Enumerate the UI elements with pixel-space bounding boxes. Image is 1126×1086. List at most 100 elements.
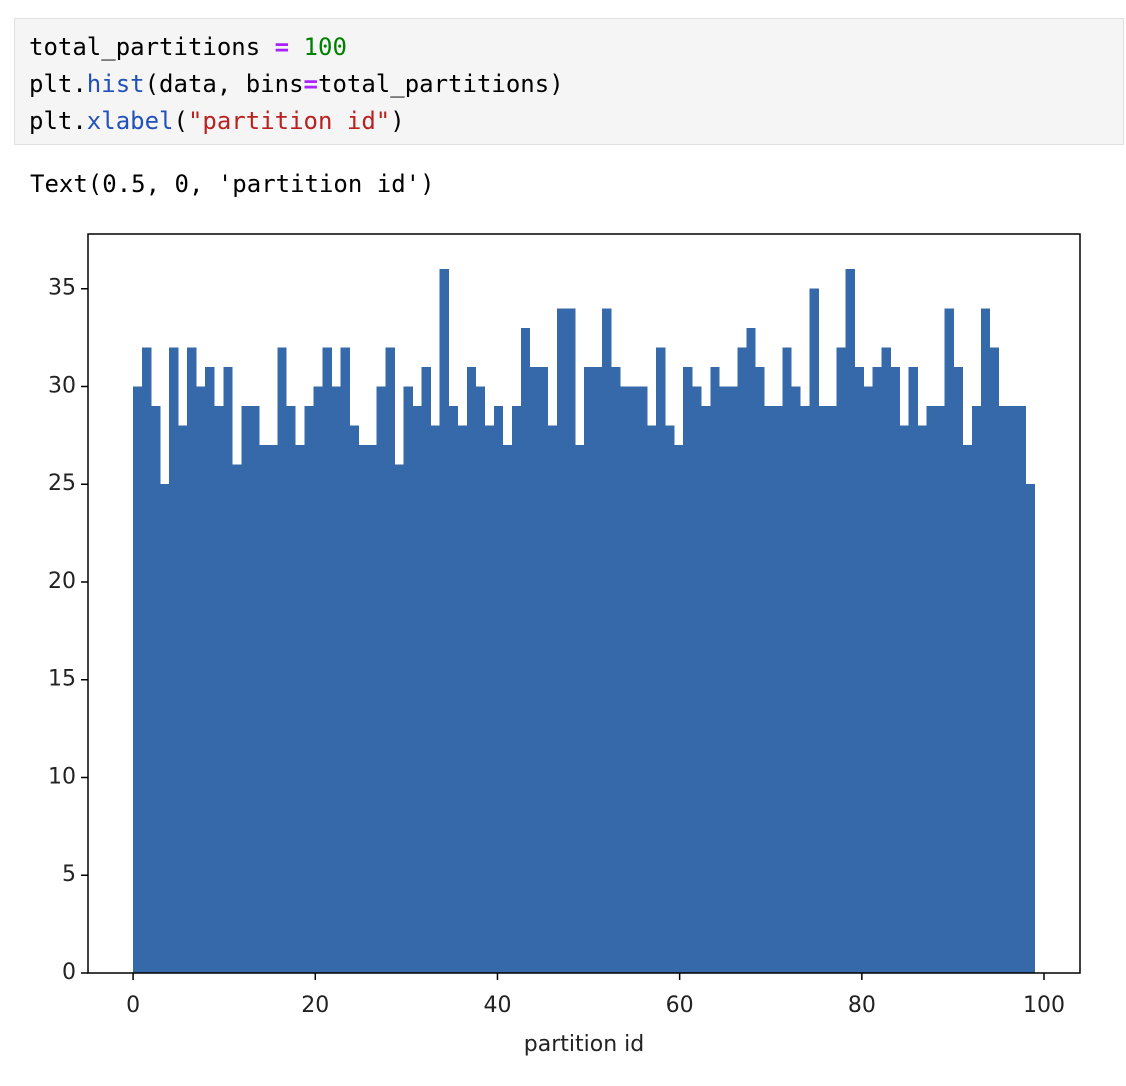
bar — [818, 406, 828, 973]
bar — [358, 445, 368, 974]
bar — [241, 406, 251, 973]
bar — [304, 406, 314, 973]
bar — [367, 445, 377, 974]
code-token: ( — [173, 107, 188, 135]
bar — [728, 386, 738, 973]
bar — [232, 464, 242, 973]
bar — [611, 366, 621, 974]
bar — [845, 269, 855, 973]
bar — [1007, 406, 1018, 973]
bar — [502, 445, 513, 974]
y-tick-label: 25 — [48, 471, 76, 496]
bar — [917, 425, 927, 973]
bar — [259, 445, 269, 974]
bar — [313, 386, 323, 973]
bar — [448, 406, 459, 973]
bar — [647, 425, 657, 973]
bar — [196, 386, 206, 973]
x-axis-label: partition id — [524, 1032, 644, 1057]
bar — [827, 406, 837, 973]
bar — [800, 406, 810, 973]
bar — [782, 347, 792, 973]
y-tick-label: 30 — [48, 373, 76, 398]
bar — [935, 406, 946, 973]
bar — [620, 386, 630, 973]
bar — [268, 445, 278, 974]
bar — [205, 366, 215, 974]
bar — [277, 347, 287, 973]
bar — [484, 425, 495, 973]
bar — [151, 406, 161, 973]
code-cell[interactable]: total_partitions = 100 plt.hist(data, bi… — [14, 18, 1124, 145]
bar — [773, 406, 783, 973]
y-tick-label: 10 — [48, 764, 76, 789]
code: total_partitions = 100 plt.hist(data, bi… — [29, 29, 564, 140]
code-token: (data, bins — [144, 70, 304, 98]
bar — [511, 406, 522, 973]
bar — [340, 347, 350, 973]
bar — [475, 386, 486, 973]
code-token: hist — [86, 70, 145, 98]
bar — [142, 347, 152, 973]
bar — [538, 366, 549, 974]
bar — [322, 347, 332, 973]
x-tick-label: 80 — [848, 993, 876, 1018]
bar — [764, 406, 774, 973]
bar — [746, 327, 756, 973]
bar — [593, 366, 603, 974]
bar — [250, 406, 260, 973]
bar — [989, 347, 1000, 973]
bar — [169, 347, 179, 973]
output-text: Text(0.5, 0, 'partition id') — [30, 170, 435, 198]
bar — [881, 347, 891, 973]
bar — [629, 386, 639, 973]
x-tick-label: 40 — [483, 993, 511, 1018]
code-token: plt. — [29, 107, 87, 135]
bar — [457, 425, 468, 973]
bar — [439, 269, 450, 973]
code-token: total_partitions — [29, 33, 261, 61]
bar — [187, 347, 197, 973]
bar — [719, 386, 729, 973]
x-tick-label: 0 — [126, 993, 140, 1018]
y-tick-label: 0 — [62, 960, 76, 985]
code-token: xlabel — [86, 107, 174, 135]
code-token: = — [274, 33, 290, 61]
code-token: "partition id" — [187, 107, 391, 135]
y-tick-label: 20 — [48, 569, 76, 594]
bar — [133, 386, 143, 973]
bar — [899, 425, 909, 973]
bar — [349, 425, 359, 973]
bar — [863, 386, 873, 973]
bar — [331, 386, 341, 973]
bar — [430, 425, 441, 973]
bar — [962, 445, 973, 974]
code-token: = — [303, 70, 318, 98]
bar — [1016, 406, 1027, 973]
bar — [412, 406, 422, 973]
bar — [466, 366, 477, 974]
plot-frame — [87, 233, 1081, 974]
y-tick-label: 15 — [48, 667, 76, 692]
bar — [574, 445, 585, 974]
bar — [674, 445, 684, 974]
code-token: plt. — [29, 70, 87, 98]
bar — [286, 406, 296, 973]
y-tick-label: 35 — [48, 276, 76, 301]
bar — [836, 347, 846, 973]
bar — [178, 425, 188, 973]
bar — [520, 327, 531, 973]
bar — [602, 308, 612, 973]
bar — [791, 386, 801, 973]
bar — [980, 308, 991, 973]
bar — [854, 366, 864, 974]
bar — [692, 386, 702, 973]
bar — [944, 308, 955, 973]
y-tick-label: 5 — [62, 862, 76, 887]
code-token: total_partitions) — [318, 70, 564, 98]
bar — [394, 464, 404, 973]
bar — [701, 406, 711, 973]
code-token: ) — [390, 107, 405, 135]
